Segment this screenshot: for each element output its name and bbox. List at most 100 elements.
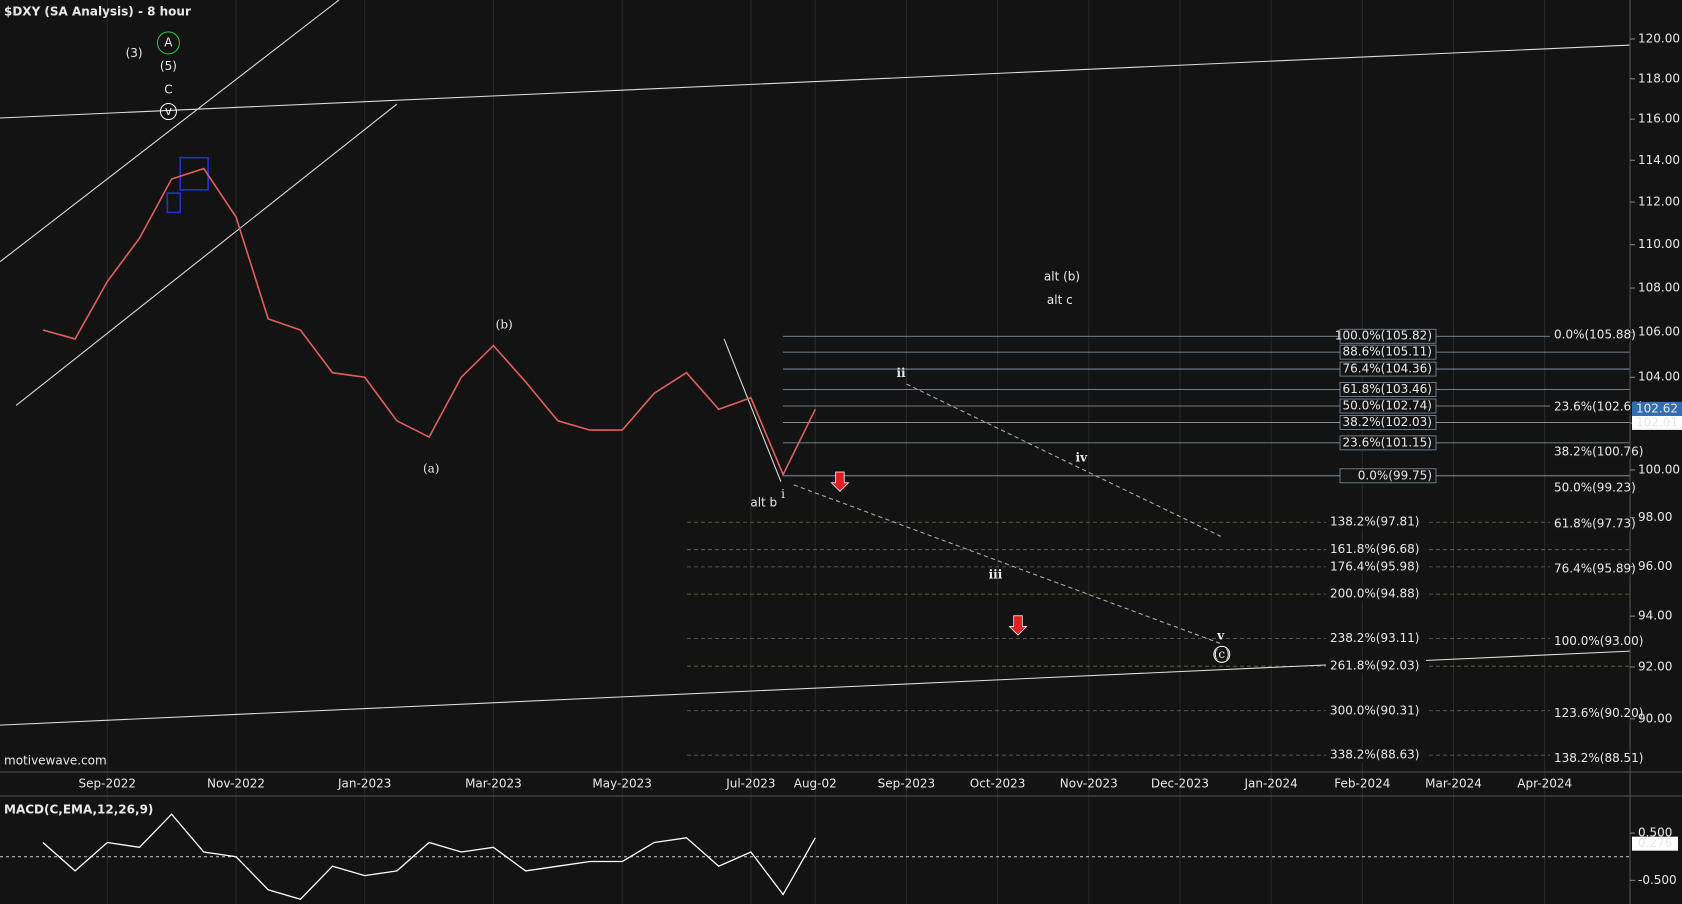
x-tick-label: Sep-2022 xyxy=(79,777,137,791)
y-tick-label: 104.00 xyxy=(1638,370,1680,384)
fib-label: 123.6%(90.20) xyxy=(1554,706,1643,720)
y-tick-label: 112.00 xyxy=(1638,195,1680,209)
x-tick-label: Mar-2023 xyxy=(465,777,522,791)
x-tick-label: Mar-2024 xyxy=(1425,777,1482,791)
y-tick-label: 94.00 xyxy=(1638,609,1672,623)
y-tick-label: 108.00 xyxy=(1638,281,1680,295)
x-tick-label: Sep-2023 xyxy=(878,777,936,791)
fib-label-box xyxy=(1339,382,1437,397)
fib-label: 38.2%(100.76) xyxy=(1554,445,1643,459)
x-tick-label: Nov-2023 xyxy=(1060,777,1118,791)
fib-label-box xyxy=(1326,631,1426,646)
wave-label: alt b xyxy=(750,496,777,510)
fib-label: 238.2%(93.11) xyxy=(1330,631,1419,645)
fib-label-box xyxy=(1339,328,1437,344)
watermark: motivewave.com xyxy=(4,754,107,768)
x-tick-label: Dec-2023 xyxy=(1151,777,1209,791)
fib-label-box xyxy=(1326,748,1426,763)
fib-label-box xyxy=(1339,344,1437,360)
x-tick-label: Jan-2024 xyxy=(1243,777,1297,791)
fib-label: 200.0%(94.88) xyxy=(1330,587,1419,601)
wave-line xyxy=(723,338,782,482)
label-circle xyxy=(156,31,180,55)
fib-label-box xyxy=(1550,706,1630,721)
label-circle xyxy=(159,103,177,121)
fib-label: 138.2%(97.81) xyxy=(1330,515,1419,529)
y-tick-label: 90.00 xyxy=(1638,711,1672,725)
macd-title: MACD(C,EMA,12,26,9) xyxy=(4,803,153,817)
down-arrow xyxy=(1008,615,1028,636)
x-tick-label: Oct-2023 xyxy=(970,777,1026,791)
fib-label: 0.0%(105.88) xyxy=(1554,327,1636,341)
fib-label: 23.6%(102.69) xyxy=(1554,400,1643,414)
y-tick-label: 98.00 xyxy=(1638,510,1672,524)
projection-line xyxy=(793,484,1221,645)
wave-label: A xyxy=(164,35,173,49)
chart-title: $DXY (SA Analysis) - 8 hour xyxy=(4,5,191,19)
fib-label-box xyxy=(1550,445,1630,460)
highlight-box xyxy=(166,192,182,214)
fib-label-box xyxy=(1326,659,1426,674)
price-marker: 102.62 xyxy=(1636,401,1678,415)
fib-label: 176.4%(95.98) xyxy=(1330,559,1419,573)
price-marker: 102.01 xyxy=(1636,415,1678,429)
wave-label: alt c xyxy=(1047,293,1073,307)
y-tick-label: 120.00 xyxy=(1638,32,1680,46)
x-tick-label: Nov-2022 xyxy=(207,777,265,791)
fib-label-box xyxy=(1339,398,1437,414)
y-tick-label: 92.00 xyxy=(1638,659,1672,673)
wave-label: iv xyxy=(1076,451,1089,465)
fib-label-box xyxy=(1550,562,1630,577)
last-value-box xyxy=(1632,836,1678,851)
fib-label-box xyxy=(1339,435,1437,451)
fib-label-box xyxy=(1326,542,1426,557)
price-marker-box xyxy=(1632,401,1682,416)
fib-label: 88.6%(105.11) xyxy=(1343,345,1432,359)
wave-label: (b) xyxy=(496,318,513,332)
fib-label: 300.0%(90.31) xyxy=(1330,703,1419,717)
label-circle xyxy=(1213,645,1231,663)
fib-label: 338.2%(88.63) xyxy=(1330,748,1419,762)
grid-layer xyxy=(106,0,1630,904)
wave-label: alt (b) xyxy=(1044,269,1080,283)
x-tick-label: Apr-2024 xyxy=(1517,777,1572,791)
x-tick-label: Jan-2023 xyxy=(337,777,391,791)
fib-label-box xyxy=(1550,400,1630,415)
wave-label: C xyxy=(164,83,172,97)
trend-line xyxy=(0,44,1631,119)
fib-label-box xyxy=(1550,327,1630,342)
fib-label-box xyxy=(1326,559,1426,574)
fib-label-box xyxy=(1550,481,1630,496)
wave-label: iii xyxy=(989,567,1003,581)
last-value: 0.276 xyxy=(1638,836,1672,850)
y-tick-label: 0.500 xyxy=(1638,826,1672,840)
fib-label: 100.0%(93.00) xyxy=(1554,634,1643,648)
y-tick-label: 106.00 xyxy=(1638,325,1680,339)
x-tick-label: Feb-2024 xyxy=(1334,777,1390,791)
y-tick-label: 114.00 xyxy=(1638,153,1680,167)
wave-label: (a) xyxy=(423,461,440,475)
y-tick-label: 116.00 xyxy=(1638,112,1680,126)
x-tick-label: Jul-2023 xyxy=(725,777,775,791)
wave-label: (5) xyxy=(160,59,177,73)
fib-label: 161.8%(96.68) xyxy=(1330,542,1419,556)
x-tick-label: Aug-02 xyxy=(794,777,837,791)
projection-line xyxy=(906,383,1221,537)
wave-label: ii xyxy=(897,366,907,380)
fib-label: 76.4%(104.36) xyxy=(1343,362,1432,376)
fib-label-box xyxy=(1550,751,1630,766)
y-tick-label: -0.500 xyxy=(1638,873,1677,887)
series-line xyxy=(42,813,816,901)
fib-label: 76.4%(95.89) xyxy=(1554,562,1636,576)
fib-label-box xyxy=(1339,361,1437,377)
y-tick-label: 100.00 xyxy=(1638,462,1680,476)
fib-label-box xyxy=(1326,703,1426,718)
channel-line xyxy=(15,103,398,406)
y-tick-label: 110.00 xyxy=(1638,237,1680,251)
fib-label: 0.0%(99.75) xyxy=(1358,468,1432,482)
down-arrow xyxy=(830,471,850,492)
y-tick-label: 96.00 xyxy=(1638,559,1672,573)
wave-label: (3) xyxy=(126,46,143,60)
